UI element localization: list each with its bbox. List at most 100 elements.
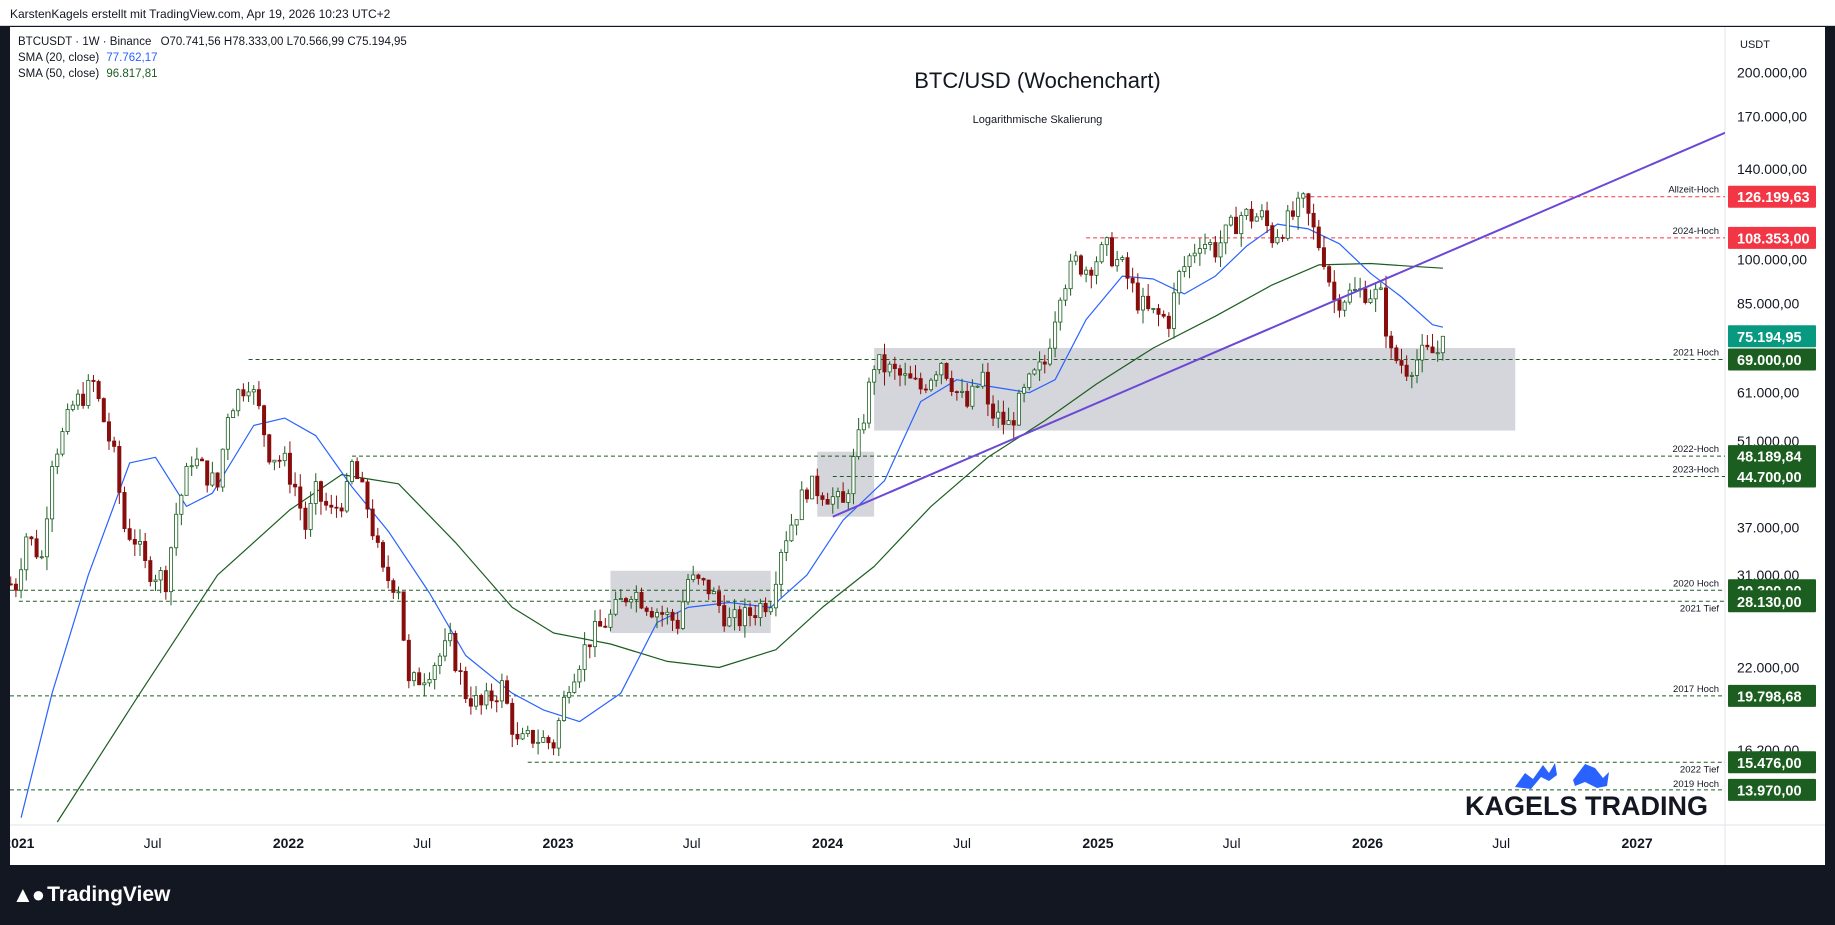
candle-up: [1016, 392, 1021, 426]
candle-up: [1068, 260, 1073, 290]
candle-down: [701, 578, 706, 581]
candle-down: [256, 389, 261, 407]
legend-sma50-label: SMA (50, close): [18, 68, 100, 80]
candle-down: [1290, 210, 1295, 217]
candle-up: [158, 570, 163, 581]
candle-down: [1130, 277, 1135, 284]
level-label: 2022-Hoch: [1673, 444, 1719, 455]
candle-up: [1192, 252, 1197, 257]
candle-up: [1073, 255, 1078, 262]
candle-down: [737, 609, 742, 627]
candle-up: [1228, 216, 1233, 226]
price-axis-currency: USDT: [1740, 39, 1770, 51]
candle-down: [365, 481, 370, 510]
candle-up: [246, 391, 251, 397]
candle-down: [453, 633, 458, 672]
candle-up: [768, 607, 773, 613]
x-tick-label: 2021: [3, 835, 34, 851]
candle-up: [903, 373, 908, 376]
candle-up: [1140, 295, 1145, 311]
candle-up: [1104, 237, 1109, 246]
level-label: 2020 Hoch: [1673, 578, 1719, 589]
candle-up: [1285, 210, 1290, 239]
legend-low-label: L: [286, 36, 293, 48]
candle-up: [220, 448, 225, 488]
chart-title: BTC/USD (Wochenchart): [914, 68, 1161, 93]
candle-down: [303, 507, 308, 530]
y-tick-label: 140.000,00: [1737, 161, 1807, 177]
candle-down: [944, 362, 949, 379]
x-tick-label: Jul: [1223, 835, 1241, 851]
candle-down: [965, 390, 970, 407]
candle-up: [758, 602, 763, 619]
candle-down: [644, 607, 649, 612]
level-price-badge-bg: [1728, 226, 1816, 249]
candle-up: [536, 741, 541, 744]
candle-down: [1011, 420, 1016, 426]
candle-down: [660, 612, 665, 615]
candle-up: [137, 541, 142, 545]
candle-up: [1254, 216, 1259, 222]
candle-down: [1337, 299, 1342, 311]
candle-down: [10, 583, 13, 586]
candle-up: [572, 681, 577, 693]
attribution-text: KarstenKagels erstellt mit TradingView.c…: [10, 7, 391, 21]
candle-down: [458, 670, 463, 673]
candle-up: [231, 410, 236, 418]
candle-up: [846, 493, 851, 503]
support-trendline: [832, 131, 1725, 518]
candle-up: [1094, 261, 1099, 276]
level-price-badge-bg: [1728, 445, 1816, 468]
candle-up: [680, 601, 685, 629]
candle-down: [825, 499, 830, 505]
legend-open: 70.741,56: [169, 36, 221, 48]
candle-down: [991, 403, 996, 419]
level-label: 2024-Hoch: [1673, 226, 1719, 237]
candle-down: [913, 377, 918, 380]
level-price-badge: 48.189,84: [1737, 450, 1802, 466]
candle-down: [1389, 335, 1394, 349]
candle-down: [1166, 315, 1171, 329]
candle-down: [841, 491, 846, 503]
candle-up: [970, 385, 975, 407]
candle-down: [1321, 247, 1326, 268]
level-price-badge-bg: [1728, 590, 1816, 613]
candle-up: [742, 607, 747, 627]
candle-up: [24, 536, 29, 571]
candle-up: [577, 669, 582, 683]
candle-up: [44, 518, 49, 558]
legend-close: 75.194,95: [355, 36, 407, 48]
candle-up: [210, 472, 215, 486]
tradingview-logo[interactable]: ▲● TradingView: [12, 882, 170, 908]
candle-down: [639, 591, 644, 609]
candle-down: [1135, 282, 1140, 311]
candle-down: [748, 607, 753, 616]
candle-up: [732, 609, 737, 619]
candle-down: [1270, 225, 1275, 244]
candle-down: [106, 421, 111, 442]
candle-up: [422, 682, 427, 686]
legend-open-label: O: [160, 36, 170, 48]
y-tick-label: 51.000,00: [1737, 433, 1799, 449]
candle-up: [1373, 288, 1378, 300]
candle-up: [934, 374, 939, 381]
candle-up: [613, 599, 618, 615]
candle-up: [1347, 289, 1352, 303]
candle-up: [686, 579, 691, 603]
y-tick-label: 37.000,00: [1737, 519, 1799, 535]
candle-down: [468, 698, 473, 707]
candle-down: [406, 639, 411, 682]
chart-frame: [10, 27, 1825, 865]
candle-down: [360, 478, 365, 483]
level-price-badge: 15.476,00: [1737, 756, 1802, 772]
current-price-badge-bg: [1728, 325, 1816, 348]
candle-down: [479, 695, 484, 706]
candle-up: [1182, 266, 1187, 272]
x-tick-label: 2026: [1352, 835, 1383, 851]
candle-down: [1089, 269, 1094, 276]
candle-down: [1146, 295, 1151, 310]
candle-up: [1187, 255, 1192, 268]
candle-up: [1120, 257, 1125, 260]
candle-up: [830, 496, 835, 505]
